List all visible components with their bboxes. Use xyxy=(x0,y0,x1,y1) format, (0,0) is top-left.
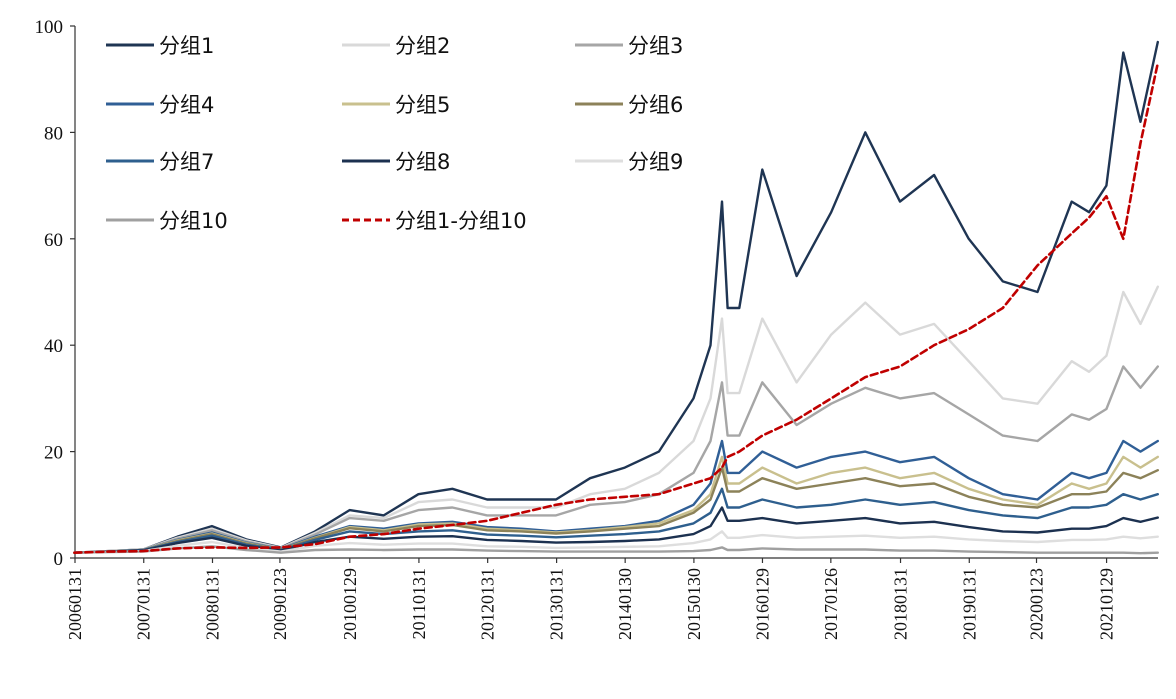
x-tick-label: 20140130 xyxy=(615,568,635,640)
y-tick-label: 100 xyxy=(35,17,64,38)
y-tick-label: 60 xyxy=(44,230,63,251)
x-tick-label: 20160129 xyxy=(752,568,772,640)
legend-item-7: 分组7 xyxy=(106,150,214,174)
series-line-9 xyxy=(73,530,1160,554)
x-tick-label: 20190131 xyxy=(959,568,979,640)
x-tick-label: 20090123 xyxy=(270,568,290,640)
legend-item-9: 分组9 xyxy=(575,150,683,174)
x-tick-label: 20180131 xyxy=(891,568,911,640)
legend-item-2: 分组2 xyxy=(342,34,450,58)
series-lines xyxy=(73,40,1160,555)
series-line-8 xyxy=(73,506,1160,554)
legend-item-1: 分组1 xyxy=(106,34,214,58)
x-tick-label: 20080131 xyxy=(202,568,222,640)
series-line-10 xyxy=(73,545,1160,555)
legend-label: 分组2 xyxy=(395,34,450,58)
legend-label: 分组4 xyxy=(159,93,214,117)
legend: 分组1 分组2 分组3 分组4 分组5 分组6 分组7 分组8 分组9 分组10 分组1-分组10 xyxy=(106,34,683,233)
legend-label: 分组5 xyxy=(395,93,450,117)
series-line-1 xyxy=(73,40,1160,554)
legend-label: 分组1-分组10 xyxy=(395,209,527,233)
axes: 0 20 40 60 80 100 20060131 20070131 20080131 2009… xyxy=(35,17,1158,640)
legend-item-6: 分组6 xyxy=(575,93,683,117)
legend-label: 分组10 xyxy=(159,209,228,233)
legend-item-4: 分组4 xyxy=(106,93,214,117)
y-tick-label: 80 xyxy=(44,123,63,144)
legend-label: 分组3 xyxy=(628,34,683,58)
y-tick-label: 20 xyxy=(44,443,63,464)
x-tick-label: 20130131 xyxy=(547,568,567,640)
x-tick-label: 20200123 xyxy=(1027,568,1047,640)
x-tick-label: 20170126 xyxy=(821,568,841,640)
x-tick-label: 20120131 xyxy=(478,568,498,640)
y-tick-label: 40 xyxy=(44,336,63,357)
legend-item-11: 分组1-分组10 xyxy=(342,209,527,233)
legend-label: 分组6 xyxy=(628,93,683,117)
series-line-11 xyxy=(73,61,1160,555)
legend-item-8: 分组8 xyxy=(342,150,450,174)
x-tick-label: 20100129 xyxy=(340,568,360,640)
legend-label: 分组8 xyxy=(395,150,450,174)
legend-item-3: 分组3 xyxy=(575,34,683,58)
legend-label: 分组1 xyxy=(159,34,214,58)
x-tick-label: 20070131 xyxy=(134,568,154,640)
y-tick-label: 0 xyxy=(54,549,64,570)
series-line-3 xyxy=(73,365,1160,554)
legend-label: 分组7 xyxy=(159,150,214,174)
x-tick-label: 20150130 xyxy=(684,568,704,640)
legend-item-5: 分组5 xyxy=(342,93,450,117)
x-tick-label: 20210129 xyxy=(1097,568,1117,640)
series-line-2 xyxy=(73,285,1160,554)
legend-label: 分组9 xyxy=(628,150,683,174)
x-tick-label: 20060131 xyxy=(65,568,85,640)
legend-item-10: 分组10 xyxy=(106,209,228,233)
x-tick-label: 20110131 xyxy=(409,568,429,639)
